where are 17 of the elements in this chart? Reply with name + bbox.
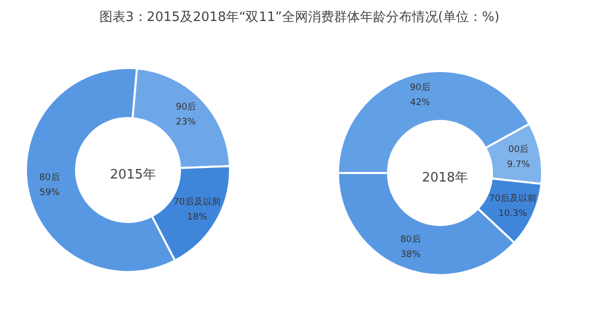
- slice-label: 80后: [400, 234, 421, 245]
- data-label: 9.7%: [507, 160, 530, 170]
- slice-label: 70后及以前: [173, 196, 221, 208]
- data-label: 38%: [400, 250, 421, 260]
- data-label: 23%: [176, 117, 196, 128]
- data-label: 18%: [187, 212, 208, 223]
- data-label: 59%: [40, 188, 60, 198]
- text: 2015年: [110, 168, 156, 182]
- text: 2018年: [422, 170, 468, 186]
- slice-label: 80后: [39, 172, 60, 184]
- text: 图表3：2015及2018年“双11”全网消费群体年龄分布情况(单位：%): [100, 10, 500, 25]
- slice-label: 90后: [176, 101, 196, 112]
- slice-label: 90后: [410, 82, 430, 94]
- slice-label: 00后: [508, 144, 529, 155]
- data-label: 42%: [410, 98, 431, 108]
- slice-label: 70后及以前: [488, 192, 536, 204]
- data-label: 10.3%: [498, 208, 528, 219]
